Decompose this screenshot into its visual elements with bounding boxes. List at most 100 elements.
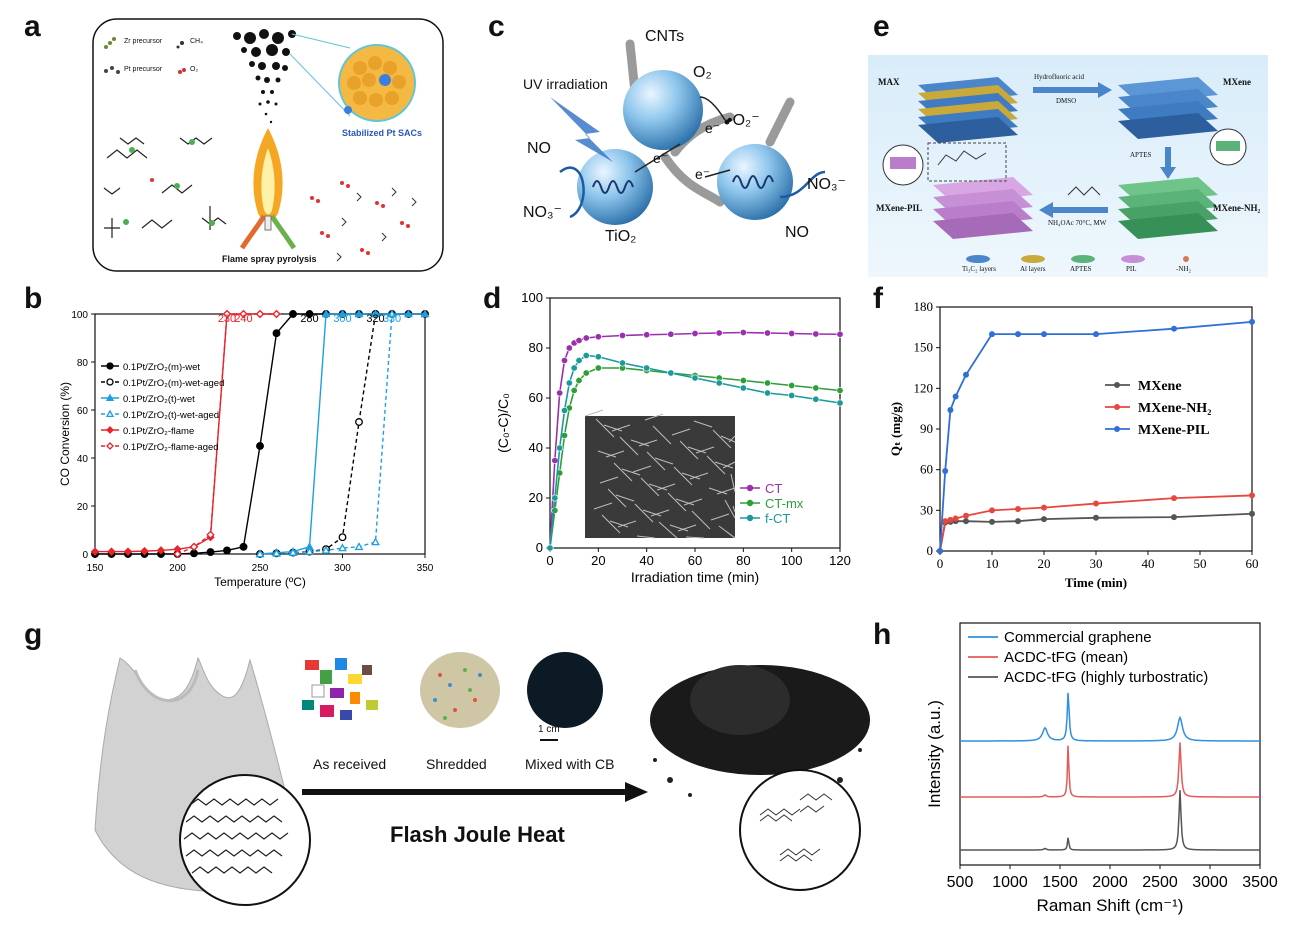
sem-texture: [671, 428, 691, 436]
sem-inset-image: [585, 416, 735, 538]
sem-texture: [722, 461, 736, 469]
panel-c-tio2-label: TiO₂: [605, 228, 637, 245]
sem-texture: [720, 435, 736, 443]
sem-texture: [650, 509, 670, 517]
sem-texture: [632, 465, 652, 473]
data-point: [947, 407, 954, 414]
panel-e-aptes-label: APTES: [1130, 151, 1152, 159]
panel-a-legend-ch4: CH₄: [190, 38, 203, 45]
sem-texture: [595, 418, 615, 438]
panel-a-legend-zr: Zr precursor: [124, 38, 163, 45]
panel-e-hf-label: Hydrofluoric acid: [1034, 73, 1084, 81]
x-tick-label: 3500: [1242, 874, 1278, 891]
data-point: [354, 309, 364, 318]
data-point: [812, 330, 820, 338]
process-label: Flash Joule Heat: [390, 822, 565, 847]
data-point: [594, 364, 602, 372]
legend-marker: [746, 499, 754, 507]
series-line: [959, 692, 1261, 742]
panel-e-dmso-label: DMSO: [1056, 97, 1077, 105]
chart-b: 150 200 250 300 350 0 20 40 60 80 100 Temperature (…: [60, 309, 434, 589]
series-line: [259, 313, 393, 555]
sem-texture: [593, 502, 613, 510]
sem-texture: [685, 536, 705, 539]
panel-a-schematic: Zr precursor CH₄ Pt precursor O₂ Stabili…: [92, 18, 444, 272]
sem-texture: [642, 509, 662, 517]
x-tick-label: 1500: [1042, 874, 1078, 891]
y-tick-label: 180: [914, 299, 934, 314]
data-point: [106, 362, 114, 370]
chart-h: 500 1000 1500 2000 2500 3000 3500 Raman Shift (…: [925, 622, 1278, 915]
panel-c-electron-1: e⁻: [705, 120, 721, 136]
panel-c-superoxide-label: •O₂⁻: [727, 112, 760, 129]
y-tick-label: 0: [82, 550, 88, 561]
data-point: [189, 542, 199, 552]
sem-texture: [611, 424, 631, 432]
data-point: [551, 457, 559, 465]
data-point: [643, 364, 651, 372]
data-point: [1171, 325, 1177, 332]
data-point: [565, 344, 573, 352]
sem-texture: [724, 499, 736, 519]
sem-texture: [710, 513, 730, 521]
x-tick-label: 20: [1038, 556, 1051, 571]
data-point: [570, 387, 578, 395]
x-tick-label: 2500: [1142, 874, 1178, 891]
data-point: [107, 547, 116, 556]
x-tick-label: 50: [1194, 556, 1207, 571]
x-tick-label: 350: [417, 563, 434, 574]
data-point: [989, 518, 995, 525]
data-point: [338, 543, 347, 552]
data-point: [1249, 510, 1255, 517]
data-point: [582, 334, 590, 342]
panel-e-legend-pil: PIL: [1126, 265, 1137, 273]
legend-label: 0.1Pt/ZrO₂(m)-wet: [123, 362, 200, 373]
sem-texture: [689, 472, 709, 480]
data-point: [288, 547, 298, 556]
data-point: [947, 516, 954, 523]
x-tick-label: 250: [252, 563, 269, 574]
x-tick-label: 120: [829, 553, 851, 568]
data-point: [223, 546, 231, 555]
legend-marker: [1114, 382, 1120, 388]
data-point: [1093, 514, 1099, 521]
x-tick-label: 0: [546, 553, 553, 568]
sem-texture: [603, 424, 623, 432]
y-tick-label: 60: [77, 406, 89, 417]
panel-e-mxene-pil-label: MXene-PIL: [876, 203, 922, 213]
data-point: [942, 518, 949, 525]
y-axis-label: Intensity (a.u.): [925, 700, 944, 808]
y-axis-label: (C₀-C)/C₀: [495, 393, 511, 453]
sem-texture: [673, 466, 693, 486]
sem-texture: [607, 488, 627, 508]
data-point: [272, 309, 281, 319]
sem-texture: [599, 476, 619, 484]
data-point: [691, 374, 699, 382]
sem-texture: [630, 439, 650, 447]
data-point: [106, 378, 114, 386]
point-label: 320: [366, 313, 384, 325]
sem-texture: [654, 457, 674, 465]
data-point: [570, 364, 578, 372]
sem-texture: [656, 483, 676, 491]
data-point: [106, 426, 114, 434]
data-point: [937, 548, 943, 554]
data-point: [836, 399, 844, 407]
data-point: [420, 309, 430, 318]
point-label: 300: [333, 313, 351, 325]
panel-letter-b: b: [24, 282, 43, 315]
data-point: [546, 544, 554, 552]
data-point: [812, 384, 820, 392]
y-tick-label: 40: [529, 440, 543, 455]
legend-label: 0.1Pt/ZrO₂-flame-aged: [123, 442, 219, 453]
data-point: [105, 393, 115, 402]
data-point: [256, 442, 264, 450]
legend-marker: [746, 514, 754, 522]
data-point: [1093, 500, 1099, 507]
scale-bar-label: 1 cm: [538, 724, 560, 735]
sem-texture: [708, 487, 728, 495]
legend-label: MXene-PIL: [1138, 423, 1210, 438]
x-tick-label: 300: [334, 563, 351, 574]
x-axis-label: Irradiation time (min): [631, 569, 759, 585]
data-point: [963, 518, 969, 525]
